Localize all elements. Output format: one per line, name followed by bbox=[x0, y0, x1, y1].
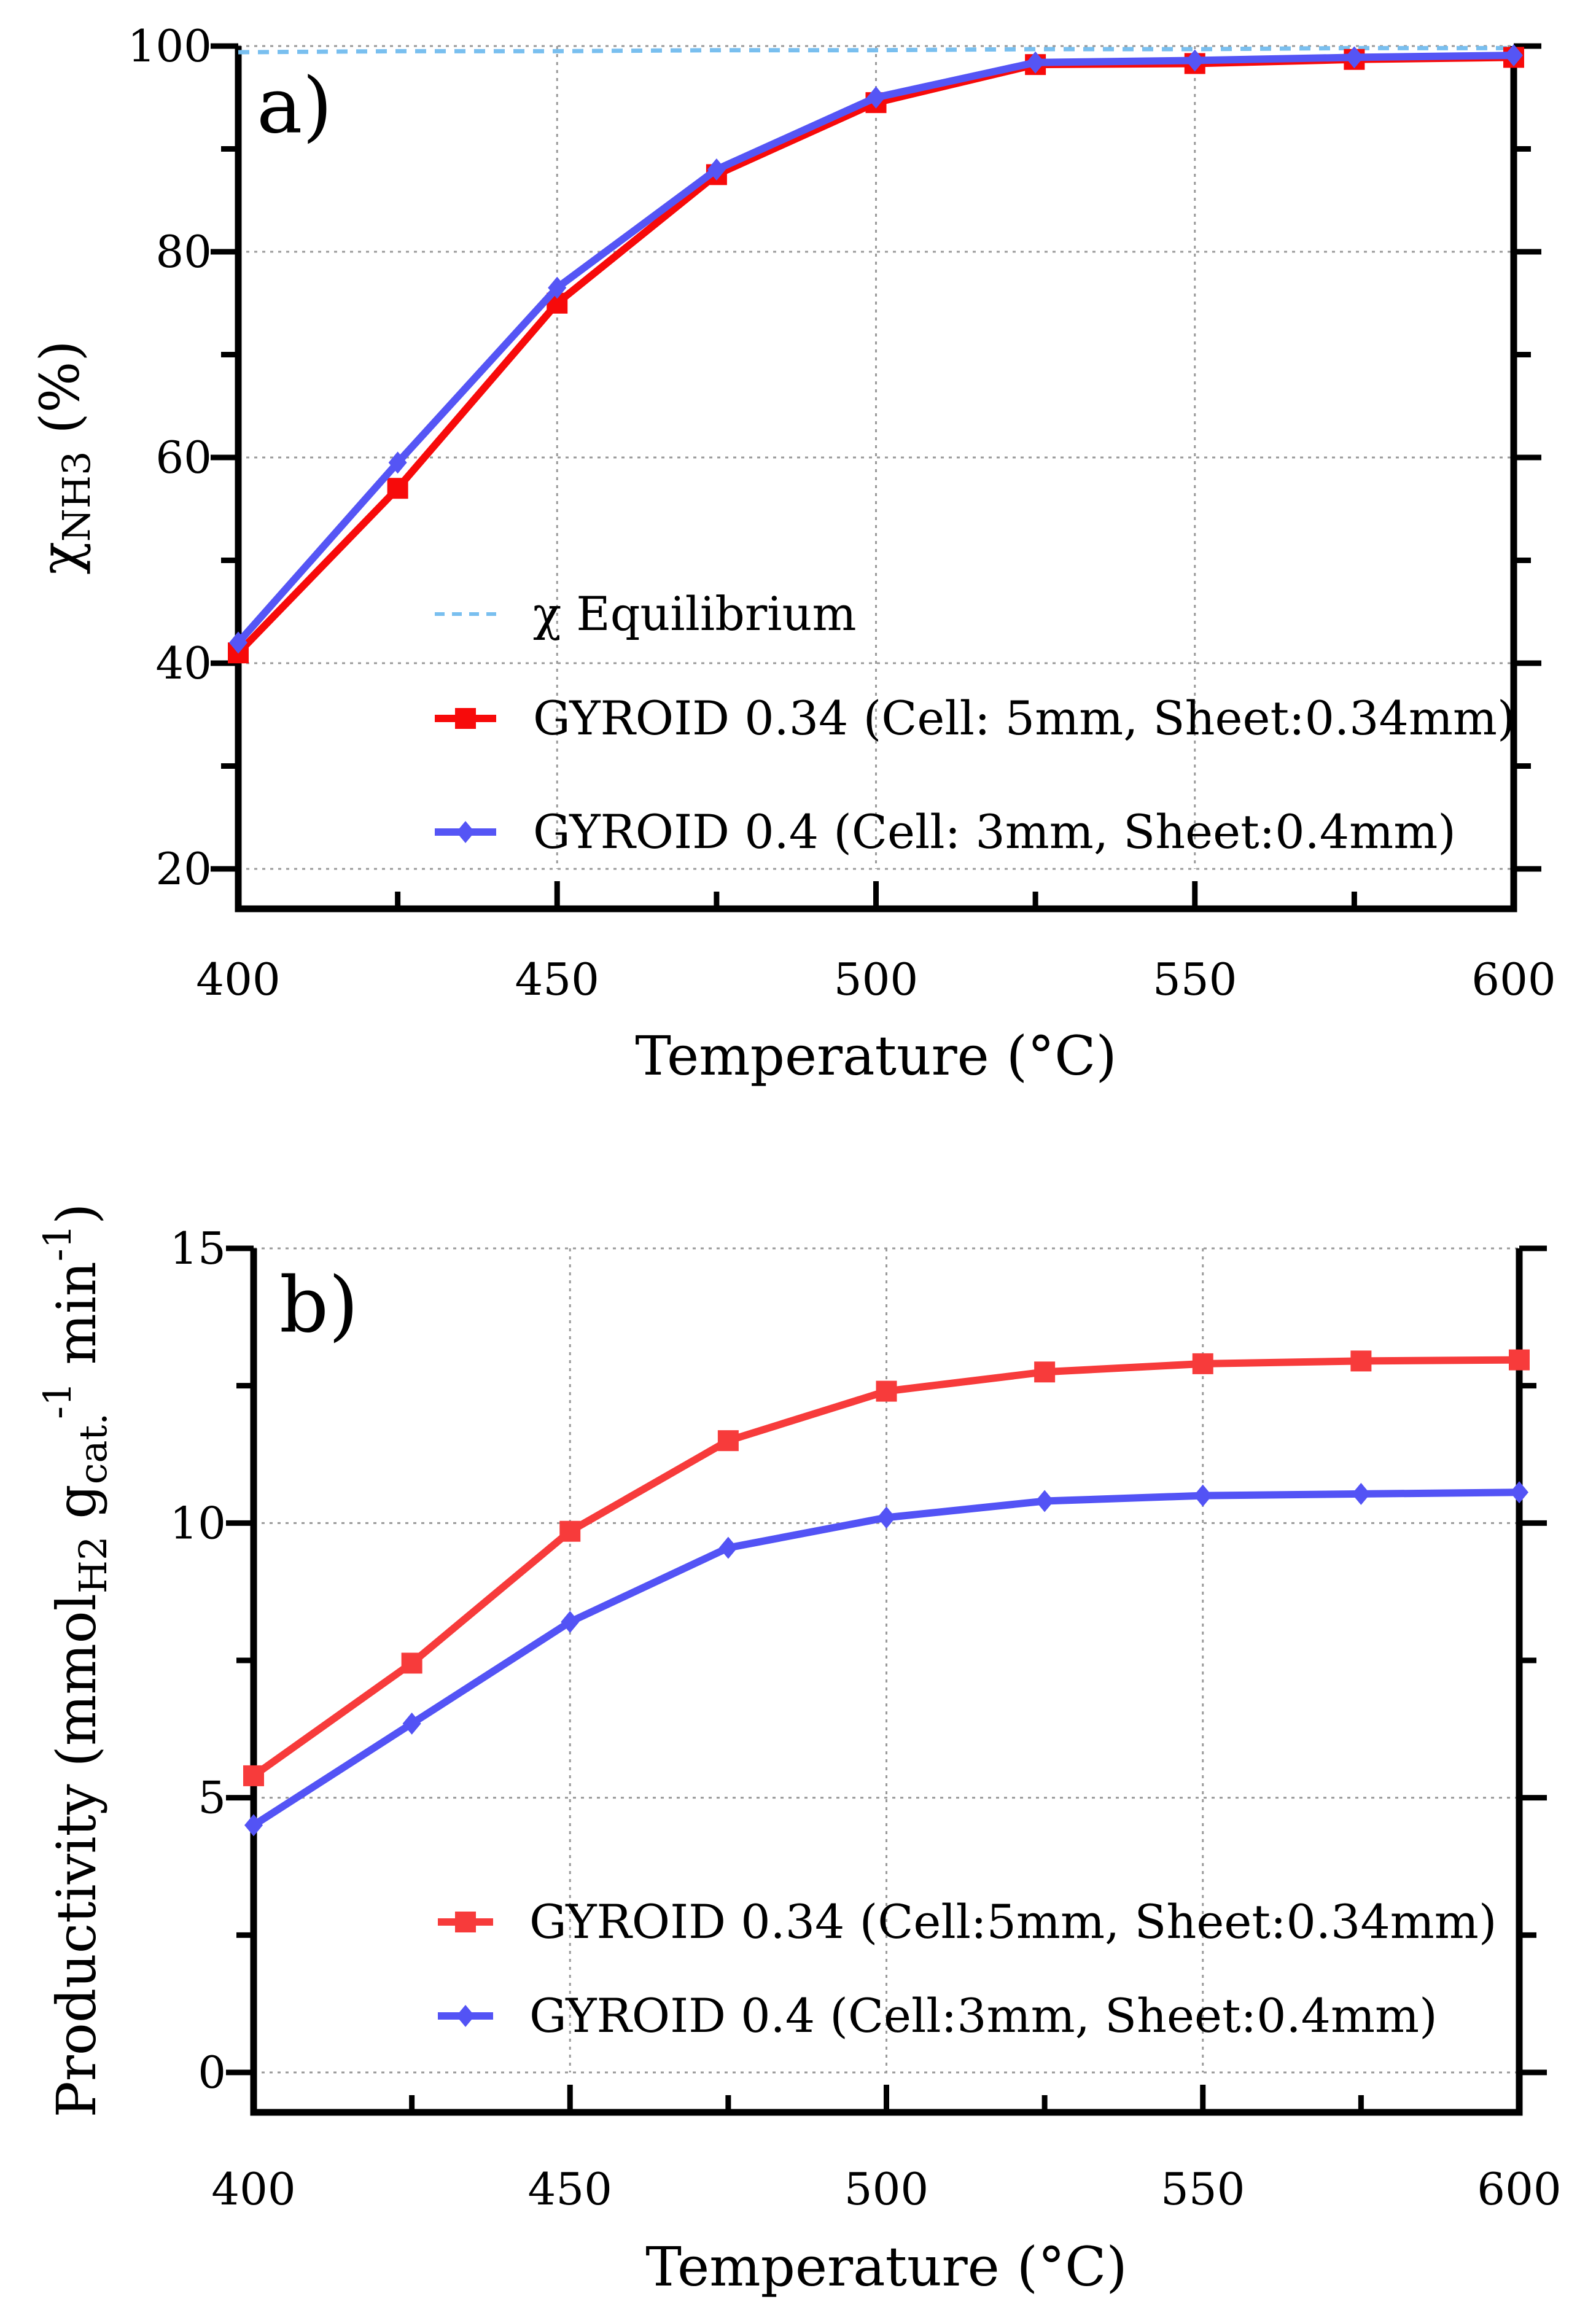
y-tick-label: 0 bbox=[198, 2047, 226, 2098]
data-point-diamond bbox=[1185, 49, 1204, 72]
data-point-diamond bbox=[229, 631, 247, 654]
data-point-diamond bbox=[1505, 44, 1523, 67]
x-tick-label: 600 bbox=[1471, 954, 1555, 1005]
data-point-diamond bbox=[1193, 1484, 1212, 1507]
series-0 bbox=[243, 1349, 1530, 1786]
x-tick-label: 550 bbox=[1161, 2163, 1245, 2215]
series-0 bbox=[238, 45, 1514, 55]
y-tick-label: 80 bbox=[155, 226, 212, 278]
y-tick-label: 100 bbox=[128, 20, 212, 72]
legend-marker-square bbox=[455, 1912, 476, 1932]
panel-b-productivity-chart: 400 450 500 550 600 0 5 10 15 Temperature (°C) Pro… bbox=[35, 1204, 1562, 2298]
x-tick-label: 450 bbox=[515, 954, 599, 1005]
y-tick-label: 20 bbox=[155, 843, 212, 895]
data-point-diamond bbox=[548, 276, 567, 299]
legend-entry: GYROID 0.34 (Cell:5mm, Sheet:0.34mm) bbox=[438, 1894, 1497, 1949]
y-axis-title: Productivity (mmolH2 gcat.-1 min-1) bbox=[35, 1204, 115, 2118]
data-point-square bbox=[401, 1652, 422, 1674]
y-tick-label: 5 bbox=[198, 1772, 226, 1824]
data-point-square bbox=[559, 1520, 581, 1542]
y-axis-title-part: H2 bbox=[71, 1536, 115, 1594]
x-tick-label: 500 bbox=[844, 2163, 928, 2215]
data-point-square bbox=[1192, 1353, 1213, 1374]
y-tick-label: 10 bbox=[169, 1497, 226, 1549]
y-tick-label: 40 bbox=[155, 637, 212, 689]
legend-marker-diamond bbox=[456, 2005, 475, 2027]
data-point-diamond bbox=[1026, 51, 1045, 74]
data-point-square bbox=[876, 1380, 897, 1402]
x-tick-label: 600 bbox=[1477, 2163, 1561, 2215]
series-1 bbox=[244, 1481, 1528, 1837]
y-axis-title-part: cat. bbox=[71, 1413, 115, 1484]
legend-marker-diamond bbox=[456, 821, 475, 843]
y-axis-title-part: -1 bbox=[35, 1382, 80, 1419]
data-point-diamond bbox=[1345, 46, 1364, 69]
series-line bbox=[238, 45, 1514, 55]
y-axis-title-part: min bbox=[45, 1261, 108, 1382]
legend-marker-square bbox=[455, 708, 476, 729]
legend-label: GYROID 0.34 (Cell:5mm, Sheet:0.34mm) bbox=[529, 1894, 1497, 1949]
y-axis-title-part: Productivity (mmol bbox=[45, 1593, 108, 2117]
y-axis-title-part: χ bbox=[28, 542, 91, 574]
data-point-diamond bbox=[1352, 1482, 1371, 1505]
data-point-diamond bbox=[1035, 1490, 1054, 1512]
y-axis-title-part: -1 bbox=[35, 1224, 80, 1261]
y-axis-title: χNH3 (%) bbox=[28, 340, 99, 574]
data-point-square bbox=[387, 478, 408, 499]
data-point-diamond bbox=[402, 1712, 421, 1735]
data-point-diamond bbox=[707, 158, 726, 181]
y-tick-label: 15 bbox=[169, 1223, 226, 1274]
data-point-square bbox=[717, 1430, 739, 1452]
legend-entry: χ Equilibrium bbox=[435, 586, 857, 641]
data-point-diamond bbox=[1510, 1481, 1528, 1504]
panel-label: a) bbox=[257, 61, 332, 150]
y-tick-label: 60 bbox=[155, 432, 212, 483]
y-axis-title-part: ) bbox=[45, 1204, 108, 1224]
legend-entry: GYROID 0.34 (Cell: 5mm, Sheet:0.34mm) bbox=[435, 691, 1516, 745]
y-axis-title-part: NH3 bbox=[54, 451, 99, 542]
data-point-diamond bbox=[561, 1611, 580, 1633]
data-point-diamond bbox=[866, 86, 886, 109]
panel-label: b) bbox=[279, 1261, 359, 1350]
legend-label: GYROID 0.4 (Cell: 3mm, Sheet:0.4mm) bbox=[533, 804, 1456, 859]
series-2 bbox=[229, 44, 1523, 654]
legend-label: GYROID 0.34 (Cell: 5mm, Sheet:0.34mm) bbox=[533, 691, 1516, 745]
x-axis-title: Temperature (°C) bbox=[635, 1024, 1116, 1087]
x-tick-label: 450 bbox=[528, 2163, 612, 2215]
data-point-square bbox=[1509, 1349, 1530, 1371]
data-point-square bbox=[1350, 1350, 1372, 1372]
x-tick-label: 550 bbox=[1153, 954, 1237, 1005]
data-point-diamond bbox=[388, 451, 407, 474]
panel-a-conversion-chart: 400 450 500 550 600 20 40 60 80 100 Temperature (°… bbox=[28, 20, 1556, 1087]
x-tick-label: 400 bbox=[211, 2163, 295, 2215]
legend-entry: GYROID 0.4 (Cell: 3mm, Sheet:0.4mm) bbox=[435, 804, 1456, 859]
legend-label: GYROID 0.4 (Cell:3mm, Sheet:0.4mm) bbox=[529, 1988, 1438, 2043]
x-axis-title: Temperature (°C) bbox=[645, 2235, 1127, 2298]
data-point-square bbox=[243, 1765, 264, 1786]
y-axis-title-part: (%) bbox=[28, 340, 91, 451]
data-point-diamond bbox=[244, 1814, 263, 1837]
x-tick-label: 400 bbox=[196, 954, 280, 1005]
data-point-diamond bbox=[877, 1506, 896, 1529]
legend-label: χ Equilibrium bbox=[533, 586, 857, 641]
legend-entry: GYROID 0.4 (Cell:3mm, Sheet:0.4mm) bbox=[438, 1988, 1438, 2043]
x-tick-label: 500 bbox=[834, 954, 918, 1005]
data-point-square bbox=[1034, 1361, 1056, 1383]
data-point-diamond bbox=[718, 1536, 738, 1559]
y-axis-title-part: g bbox=[45, 1484, 108, 1536]
